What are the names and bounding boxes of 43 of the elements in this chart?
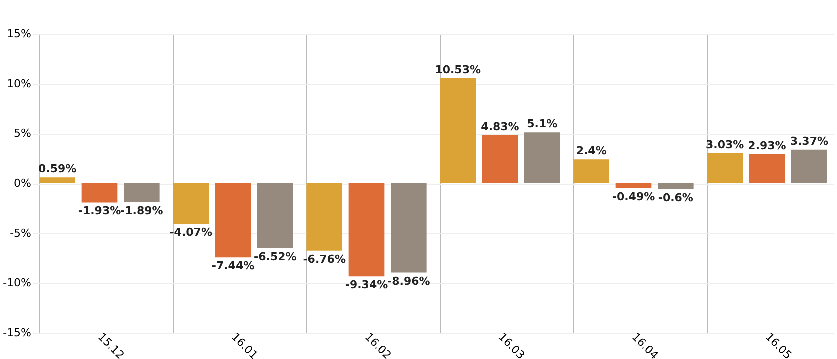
data-label: 2.4% xyxy=(576,144,607,158)
y-tick-label: 0% xyxy=(14,177,32,190)
bar xyxy=(616,184,652,188)
bar xyxy=(257,184,294,248)
y-tick-label: 15% xyxy=(7,28,32,40)
bar xyxy=(348,184,385,277)
bar xyxy=(658,184,694,190)
data-label: 5.1% xyxy=(527,118,558,131)
data-label: -4.07% xyxy=(170,226,212,240)
y-tick-label: -10% xyxy=(3,276,32,290)
bar xyxy=(173,184,210,224)
bar xyxy=(306,184,343,251)
bar xyxy=(40,178,76,184)
data-label: -0.49% xyxy=(612,190,656,204)
y-tick-label: 5% xyxy=(14,127,32,140)
data-label: -1.93% xyxy=(78,204,122,218)
bar xyxy=(124,184,160,202)
y-tick-label: -15% xyxy=(3,326,32,340)
bar xyxy=(390,184,427,273)
data-label: 0.59% xyxy=(38,162,77,176)
data-label: -9.34% xyxy=(345,278,388,292)
data-label: -0.6% xyxy=(658,191,694,204)
bar xyxy=(82,184,118,203)
bar xyxy=(440,78,476,184)
data-label: 4.83% xyxy=(481,120,520,134)
bar xyxy=(749,154,786,184)
data-label: 3.37% xyxy=(790,134,828,148)
bar xyxy=(524,132,560,184)
y-tick-label: -5% xyxy=(10,226,32,240)
bar xyxy=(791,150,828,184)
data-label: -1.89% xyxy=(120,204,164,218)
bar xyxy=(215,184,252,258)
data-label: -6.52% xyxy=(254,250,297,264)
bar xyxy=(707,153,744,184)
bar xyxy=(482,135,518,184)
data-label: 2.93% xyxy=(748,139,786,152)
y-tick-label: 10% xyxy=(7,77,32,90)
data-label: 3.03% xyxy=(706,138,744,152)
data-label: -8.96% xyxy=(388,274,430,288)
data-label: -6.76% xyxy=(303,252,346,266)
data-label: -7.44% xyxy=(212,260,255,273)
data-label: 10.53% xyxy=(435,64,482,77)
bar xyxy=(574,160,610,184)
